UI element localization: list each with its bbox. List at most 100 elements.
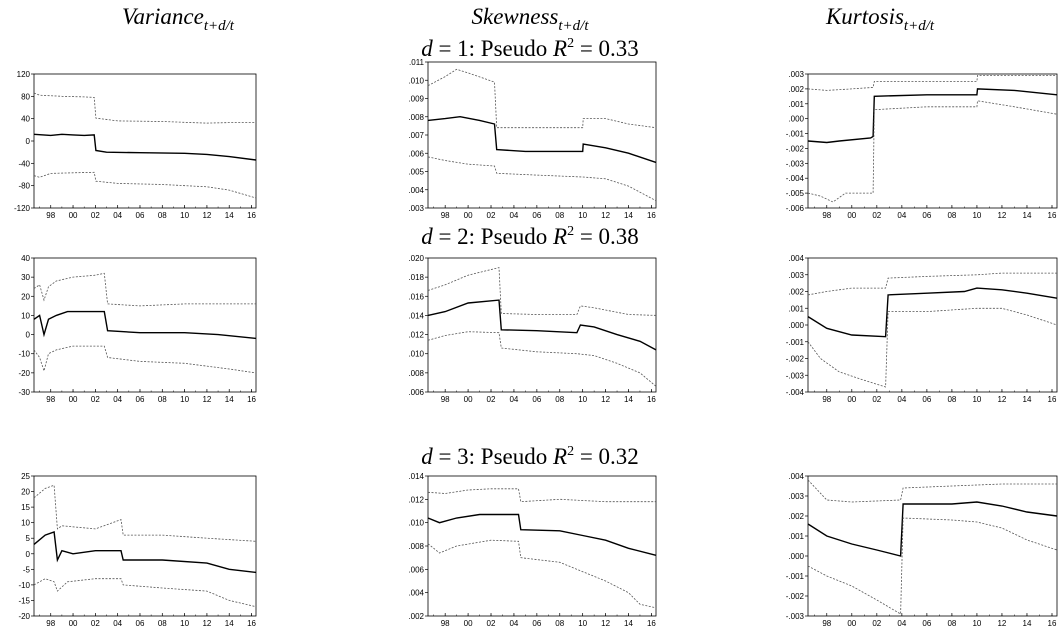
x-tick-label: 08 <box>158 395 167 404</box>
y-tick-label: 0 <box>26 550 31 559</box>
x-tick-label: 04 <box>113 619 122 628</box>
x-tick-label: 00 <box>847 395 856 404</box>
y-tick-label: -15 <box>18 596 30 605</box>
y-tick-label: .007 <box>408 131 424 140</box>
y-tick-label: -20 <box>18 369 30 378</box>
x-tick-label: 02 <box>872 619 881 628</box>
x-tick-label: 06 <box>922 619 931 628</box>
upper-band-line <box>427 488 656 503</box>
y-tick-label: .012 <box>408 331 424 340</box>
x-tick-label: 12 <box>202 619 211 628</box>
lower-band-line <box>427 156 657 202</box>
x-tick-label: 00 <box>847 211 856 220</box>
x-tick-label: 14 <box>1023 395 1032 404</box>
x-tick-label: 16 <box>247 211 256 220</box>
x-tick-label: 14 <box>1023 619 1032 628</box>
y-tick-label: 20 <box>21 488 30 497</box>
x-tick-label: 04 <box>509 395 518 404</box>
d-symbol: d <box>421 36 433 61</box>
y-tick-label: -.001 <box>786 572 805 581</box>
x-tick-label: 00 <box>69 395 78 404</box>
upper-band-line <box>427 267 657 316</box>
y-tick-label: .004 <box>408 186 424 195</box>
x-tick-label: 10 <box>180 211 189 220</box>
x-tick-label: 16 <box>247 395 256 404</box>
variance-d1-chart: 120 80 40 0 -40 -80 -120 98 00 02 04 06 08 10 12 14 16 <box>14 70 257 220</box>
x-tick-label: 10 <box>578 619 587 628</box>
x-tick-label: 06 <box>136 395 145 404</box>
y-tick-label: .012 <box>408 495 424 504</box>
plot-frame <box>33 475 257 617</box>
row-title-d2: d = 2: Pseudo R2 = 0.38 <box>300 224 760 250</box>
row-title-d3: d = 3: Pseudo R2 = 0.32 <box>300 444 760 470</box>
r-symbol: R <box>553 224 568 249</box>
x-tick-label: 06 <box>136 619 145 628</box>
x-tick-label: 16 <box>1048 395 1057 404</box>
lower-band-line <box>33 171 257 199</box>
estimate-line <box>807 501 1058 557</box>
y-tick-label: .002 <box>408 612 424 621</box>
plot-frame <box>33 257 257 393</box>
x-tick-label: 12 <box>997 211 1006 220</box>
x-tick-label: 06 <box>532 211 541 220</box>
y-tick-label: 10 <box>21 519 30 528</box>
x-tick-label: 02 <box>91 395 100 404</box>
d-symbol: d <box>421 224 433 249</box>
y-tick-label: .008 <box>408 113 424 122</box>
column-title-variance: Variancet+d/t <box>48 4 308 44</box>
lower-band-line <box>807 517 1058 615</box>
x-tick-label: 08 <box>947 211 956 220</box>
x-tick-label: 10 <box>972 211 981 220</box>
x-tick-label: 12 <box>997 619 1006 628</box>
y-tick-label: -.004 <box>786 174 805 183</box>
plot-frame <box>33 73 257 209</box>
x-tick-label: 06 <box>922 211 931 220</box>
y-tick-label: 120 <box>17 70 31 79</box>
y-tick-label: .003 <box>788 70 804 79</box>
upper-band-line <box>807 75 1057 91</box>
x-tick-label: 14 <box>624 619 633 628</box>
x-tick-label: 02 <box>487 619 496 628</box>
lower-band-line <box>807 307 1058 388</box>
estimate-line <box>807 287 1058 338</box>
y-tick-label: .011 <box>409 58 425 67</box>
x-tick-label: 14 <box>225 619 234 628</box>
column-title-name: Skewness <box>471 4 559 29</box>
y-tick-label: .002 <box>788 288 804 297</box>
y-tick-label: -.002 <box>786 592 805 601</box>
x-tick-label: 10 <box>180 619 189 628</box>
y-tick-label: .001 <box>788 304 804 313</box>
x-tick-label: 98 <box>441 395 450 404</box>
r-symbol: R <box>553 36 568 61</box>
x-tick-label: 04 <box>897 395 906 404</box>
y-tick-label: .006 <box>408 388 424 397</box>
y-tick-label: .016 <box>408 292 424 301</box>
x-tick-label: 10 <box>578 395 587 404</box>
estimate-line <box>427 299 657 351</box>
x-tick-label: 16 <box>647 395 656 404</box>
y-tick-label: 20 <box>21 292 30 301</box>
column-title-subscript: t+d/t <box>903 18 935 34</box>
x-tick-label: 04 <box>113 211 122 220</box>
upper-band-line <box>33 92 256 124</box>
y-tick-label: .002 <box>788 85 804 94</box>
y-tick-label: -.006 <box>786 204 805 213</box>
x-tick-label: 04 <box>897 211 906 220</box>
x-tick-label: 02 <box>487 395 496 404</box>
y-tick-label: -40 <box>18 159 30 168</box>
y-tick-label: .010 <box>408 350 424 359</box>
skewness-d1-chart: .011 .010 .009 .008 .007 .006 .005 .004 .003 98 00… <box>408 58 657 220</box>
y-tick-label: -.001 <box>786 338 805 347</box>
variance-d3-chart: 25 20 15 10 5 0 -5 -10 -15 -20 98 00 02 04 06 08 10 12 14 1… <box>18 472 257 628</box>
column-title-kurtosis: Kurtosist+d/t <box>750 4 1010 44</box>
row-title-prefix: = 3: Pseudo <box>432 444 553 469</box>
x-tick-label: 14 <box>624 211 633 220</box>
x-tick-label: 08 <box>947 619 956 628</box>
x-tick-label: 12 <box>601 619 610 628</box>
x-tick-label: 14 <box>225 395 234 404</box>
x-tick-label: 16 <box>1048 619 1057 628</box>
y-tick-label: 0 <box>26 331 31 340</box>
x-tick-label: 98 <box>441 619 450 628</box>
x-tick-label: 08 <box>555 619 564 628</box>
y-tick-label: -5 <box>23 565 31 574</box>
